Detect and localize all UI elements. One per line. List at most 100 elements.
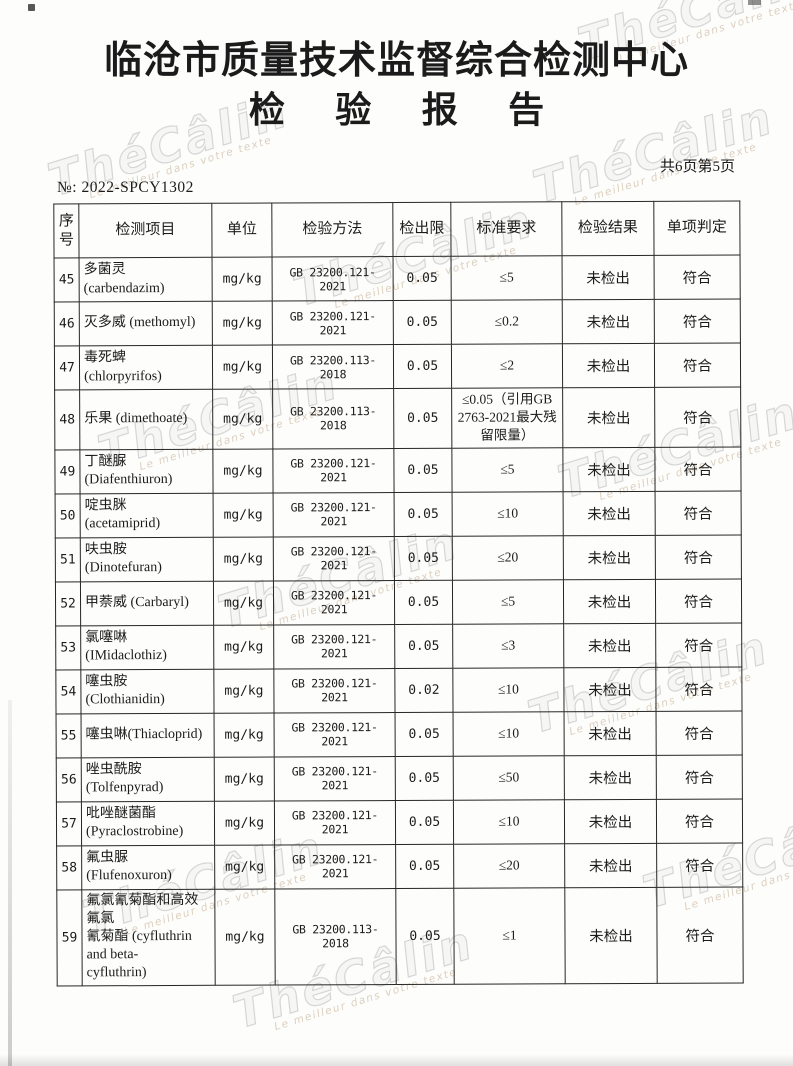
row-detection-limit: 0.02	[394, 667, 454, 713]
row-judgment: 符合	[654, 387, 741, 448]
row-test-method: GB 23200.113-2018	[274, 888, 397, 985]
table-row: 50 啶虫脒 (acetamiprid) mg/kg GB 23200.121-…	[55, 490, 742, 538]
table-row: 49 丁醚脲 (Diafenthiuron) mg/kg GB 23200.12…	[54, 446, 742, 494]
row-standard-requirement: ≤1	[453, 887, 566, 984]
row-test-item: 氟虫脲 (Flufenoxuron)	[81, 845, 215, 890]
row-unit: mg/kg	[213, 624, 274, 670]
row-detection-limit: 0.05	[394, 579, 453, 625]
row-test-item: 乐果 (dimethoate)	[79, 389, 213, 450]
table-row: 52 甲萘威 (Carbaryl) mg/kg GB 23200.121-202…	[55, 578, 742, 626]
results-body: 45 多菌灵 (carbendazim) mg/kg GB 23200.121-…	[54, 255, 744, 986]
row-judgment: 符合	[655, 622, 742, 668]
report-title: 检验报告	[248, 89, 595, 130]
row-test-result: 未检出	[564, 755, 657, 800]
row-judgment: 符合	[655, 666, 743, 712]
row-test-result: 未检出	[562, 387, 655, 448]
header-serial: 序号	[53, 203, 80, 259]
row-test-result: 未检出	[563, 491, 656, 536]
table-row: 46 灭多威 (methomyl) mg/kg GB 23200.121-202…	[54, 299, 741, 347]
row-detection-limit: 0.05	[393, 448, 453, 493]
row-test-result: 未检出	[564, 843, 657, 888]
table-row: 48 乐果 (dimethoate) mg/kg GB 23200.113-20…	[54, 387, 741, 450]
row-detection-limit: 0.05	[393, 344, 452, 389]
row-judgment: 符合	[656, 798, 743, 844]
row-serial-number: 56	[56, 757, 82, 802]
row-test-item: 呋虫胺 (Dinotefuran)	[80, 537, 214, 582]
row-unit: mg/kg	[212, 257, 273, 302]
row-unit: mg/kg	[214, 844, 275, 890]
header-row: 序号 检测项目 单位 检验方法 检出限 标准要求 检验结果 单项判定	[53, 201, 741, 259]
row-standard-requirement: ≤10	[453, 711, 565, 756]
scan-speck	[28, 4, 35, 11]
row-standard-requirement: ≤5	[452, 579, 564, 624]
row-detection-limit: 0.05	[393, 300, 452, 345]
row-standard-requirement: ≤0.2	[451, 299, 563, 345]
table-row: 59 氟氯氰菊酯和高效氟氯 氰菊酯 (cyfluthrin and beta- …	[56, 886, 744, 986]
row-judgment: 符合	[656, 886, 744, 984]
row-test-item: 氟氯氰菊酯和高效氟氯 氰菊酯 (cyfluthrin and beta- cyf…	[81, 889, 216, 986]
row-test-item: 多菌灵 (carbendazim)	[79, 257, 213, 302]
row-detection-limit: 0.05	[393, 256, 452, 301]
row-standard-requirement: ≤10	[452, 491, 564, 536]
row-detection-limit: 0.05	[395, 843, 454, 889]
row-serial-number: 53	[55, 625, 81, 670]
row-test-item: 吡唑醚菌酯 (Pyraclostrobine)	[81, 801, 215, 846]
results-table: 序号 检测项目 单位 检验方法 检出限 标准要求 检验结果 单项判定 45 多菌…	[53, 201, 744, 987]
row-detection-limit: 0.05	[393, 388, 452, 449]
row-test-result: 未检出	[563, 667, 657, 712]
table-row: 47 毒死蜱 (chlorpyrifos) mg/kg GB 23200.113…	[54, 343, 741, 391]
row-test-result: 未检出	[563, 579, 656, 624]
row-test-method: GB 23200.121-2021	[273, 492, 395, 537]
scan-edge-strip	[8, 700, 12, 1066]
row-standard-requirement: ≤3	[452, 623, 564, 668]
row-standard-requirement: ≤5	[451, 447, 564, 492]
row-standard-requirement: ≤10	[452, 667, 565, 712]
row-unit: mg/kg	[214, 800, 275, 846]
row-judgment: 符合	[654, 255, 741, 300]
row-test-item: 灭多威 (methomyl)	[79, 301, 213, 346]
table-row: 53 氯噻啉 (IMidaclothiz) mg/kg GB 23200.121…	[55, 622, 742, 670]
row-test-method: GB 23200.121-2021	[274, 712, 396, 757]
row-test-method: GB 23200.121-2021	[272, 256, 394, 302]
row-standard-requirement: ≤2	[451, 343, 563, 389]
row-test-item: 噻虫胺 (Clothianidin)	[80, 669, 215, 714]
row-judgment: 符合	[654, 299, 741, 344]
row-standard-requirement: ≤20	[452, 535, 564, 580]
row-test-result: 未检出	[564, 887, 658, 984]
row-judgment: 符合	[654, 446, 742, 492]
table-row: 55 噻虫啉(Thiacloprid) mg/kg GB 23200.121-2…	[56, 710, 743, 758]
row-standard-requirement: ≤5	[451, 255, 563, 301]
row-test-result: 未检出	[562, 299, 655, 344]
row-unit: mg/kg	[212, 301, 273, 346]
row-unit: mg/kg	[214, 712, 275, 758]
row-unit: mg/kg	[214, 888, 276, 985]
row-standard-requirement: ≤20	[453, 843, 565, 888]
row-judgment: 符合	[655, 490, 742, 536]
row-unit: mg/kg	[212, 389, 273, 450]
table-row: 54 噻虫胺 (Clothianidin) mg/kg GB 23200.121…	[55, 666, 743, 714]
row-detection-limit: 0.05	[395, 711, 454, 757]
row-judgment: 符合	[655, 534, 742, 580]
row-serial-number: 47	[54, 345, 80, 391]
scan-bottom-shade	[0, 1054, 793, 1066]
row-test-method: GB 23200.121-2021	[274, 844, 396, 889]
row-test-result: 未检出	[563, 623, 656, 668]
row-judgment: 符合	[654, 343, 741, 388]
row-judgment: 符合	[656, 754, 743, 800]
row-detection-limit: 0.05	[394, 535, 453, 581]
row-serial-number: 45	[54, 257, 80, 303]
scan-speck	[748, 0, 761, 5]
row-serial-number: 58	[56, 845, 82, 890]
row-detection-limit: 0.05	[394, 491, 453, 537]
row-test-method: GB 23200.113-2018	[272, 388, 394, 449]
row-serial-number: 48	[54, 389, 80, 450]
report-number: №: 2022-SPCY1302	[57, 179, 194, 197]
page-number-label: 共6页第5页	[659, 159, 735, 176]
row-detection-limit: 0.05	[395, 887, 455, 985]
row-serial-number: 54	[55, 669, 82, 714]
row-serial-number: 49	[54, 449, 81, 494]
row-test-method: GB 23200.121-2021	[274, 756, 396, 801]
header-standard: 标准要求	[450, 201, 563, 257]
row-serial-number: 51	[55, 537, 81, 582]
